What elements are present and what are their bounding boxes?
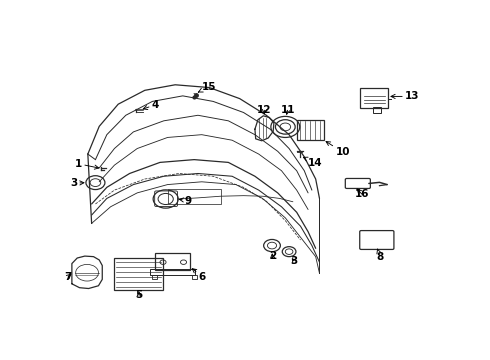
Text: 3: 3 (290, 256, 297, 266)
Bar (361, 87, 388, 108)
Bar (297, 120, 324, 140)
Bar (192, 275, 197, 279)
Text: 1: 1 (75, 159, 99, 169)
Bar (152, 275, 157, 279)
Text: 7: 7 (65, 271, 72, 282)
Bar (114, 258, 163, 290)
Text: 6: 6 (192, 269, 206, 282)
Bar (155, 253, 190, 270)
Text: 15: 15 (198, 82, 216, 92)
Text: 9: 9 (179, 195, 192, 206)
Text: 8: 8 (377, 249, 384, 262)
Bar (150, 269, 196, 275)
Text: 10: 10 (326, 141, 350, 157)
Text: 14: 14 (303, 157, 323, 168)
Text: 11: 11 (280, 105, 295, 115)
Text: 5: 5 (135, 291, 143, 301)
Text: 3: 3 (70, 178, 84, 188)
Text: 12: 12 (257, 105, 271, 115)
Bar (168, 189, 221, 204)
Text: 4: 4 (143, 100, 159, 110)
Bar (372, 107, 381, 113)
Text: 16: 16 (355, 189, 369, 199)
Text: 2: 2 (269, 251, 276, 261)
Text: 13: 13 (391, 91, 419, 102)
